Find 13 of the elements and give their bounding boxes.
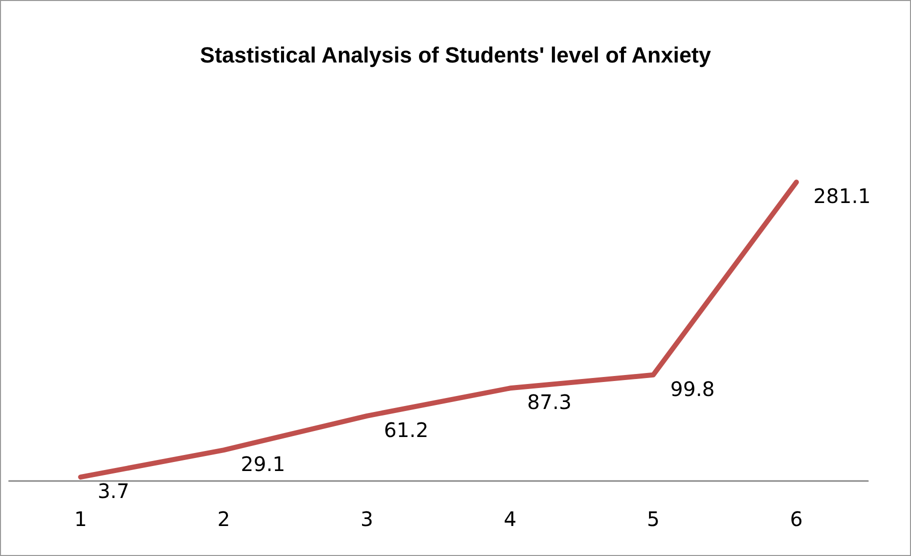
x-tick-label: 1	[74, 507, 87, 531]
data-label: 61.2	[384, 418, 428, 442]
x-tick-label: 3	[360, 507, 374, 531]
x-tick-label: 5	[646, 507, 660, 531]
data-label: 281.1	[813, 184, 871, 208]
data-label: 3.7	[98, 479, 130, 504]
data-label: 99.8	[670, 376, 715, 401]
x-tick-label: 2	[217, 507, 230, 531]
chart-title: Stastistical Analysis of Students' level of Anxiety	[200, 42, 712, 68]
x-tick-label: 4	[504, 507, 516, 531]
data-label: 87.3	[527, 390, 572, 414]
data-label: 29.1	[240, 452, 286, 476]
x-tick-label: 6	[790, 507, 803, 531]
